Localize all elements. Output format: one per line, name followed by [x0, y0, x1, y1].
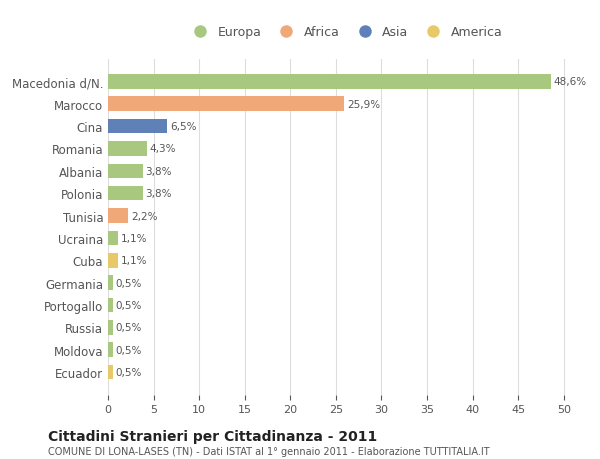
Text: 0,5%: 0,5% [115, 300, 142, 310]
Bar [108, 343, 113, 357]
Bar [108, 253, 118, 268]
Bar [108, 75, 551, 90]
Text: 25,9%: 25,9% [347, 100, 380, 109]
Bar [108, 320, 113, 335]
Bar [108, 97, 344, 112]
Bar [108, 231, 118, 246]
Text: 3,8%: 3,8% [145, 189, 172, 199]
Bar [108, 186, 143, 201]
Bar [108, 119, 167, 134]
Text: 0,5%: 0,5% [115, 345, 142, 355]
Bar [108, 298, 113, 313]
Text: 0,5%: 0,5% [115, 323, 142, 333]
Text: 1,1%: 1,1% [121, 256, 147, 266]
Text: COMUNE DI LONA-LASES (TN) - Dati ISTAT al 1° gennaio 2011 - Elaborazione TUTTITA: COMUNE DI LONA-LASES (TN) - Dati ISTAT a… [48, 446, 490, 456]
Bar [108, 365, 113, 380]
Bar [108, 276, 113, 290]
Text: 4,3%: 4,3% [150, 144, 176, 154]
Text: 0,5%: 0,5% [115, 278, 142, 288]
Text: Cittadini Stranieri per Cittadinanza - 2011: Cittadini Stranieri per Cittadinanza - 2… [48, 429, 377, 443]
Text: 1,1%: 1,1% [121, 233, 147, 243]
Text: 6,5%: 6,5% [170, 122, 196, 132]
Text: 48,6%: 48,6% [554, 77, 587, 87]
Bar [108, 164, 143, 179]
Bar [108, 142, 147, 157]
Text: 0,5%: 0,5% [115, 367, 142, 377]
Text: 3,8%: 3,8% [145, 167, 172, 176]
Text: 2,2%: 2,2% [131, 211, 157, 221]
Bar [108, 209, 128, 223]
Legend: Europa, Africa, Asia, America: Europa, Africa, Asia, America [184, 22, 506, 43]
